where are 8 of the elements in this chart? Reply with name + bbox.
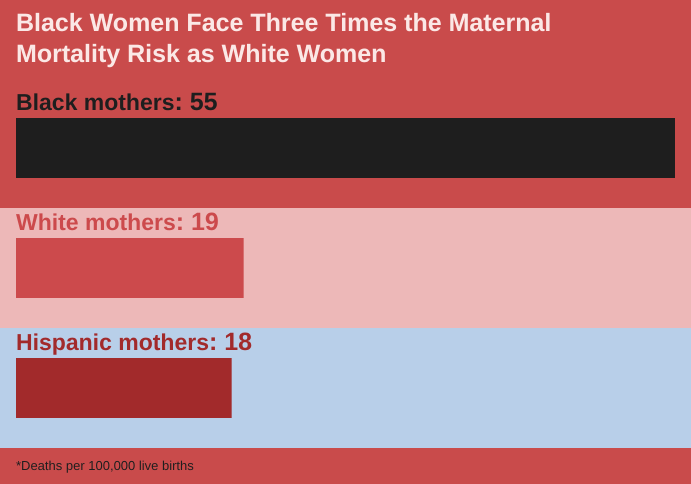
data-label: : 55 (174, 88, 218, 116)
y-tick-label: Hispanic mothers (16, 329, 209, 355)
chart-title: Black Women Face Three Times the Maternal Mortality Risk as White Women (16, 8, 552, 70)
text: *Deaths per 100,000 live births (16, 458, 194, 473)
data-label: : 18 (208, 328, 252, 356)
data-label: : 19 (176, 208, 219, 236)
y-tick-label: White mothers (16, 209, 176, 235)
y-tick-label: Black mothers (16, 89, 175, 115)
